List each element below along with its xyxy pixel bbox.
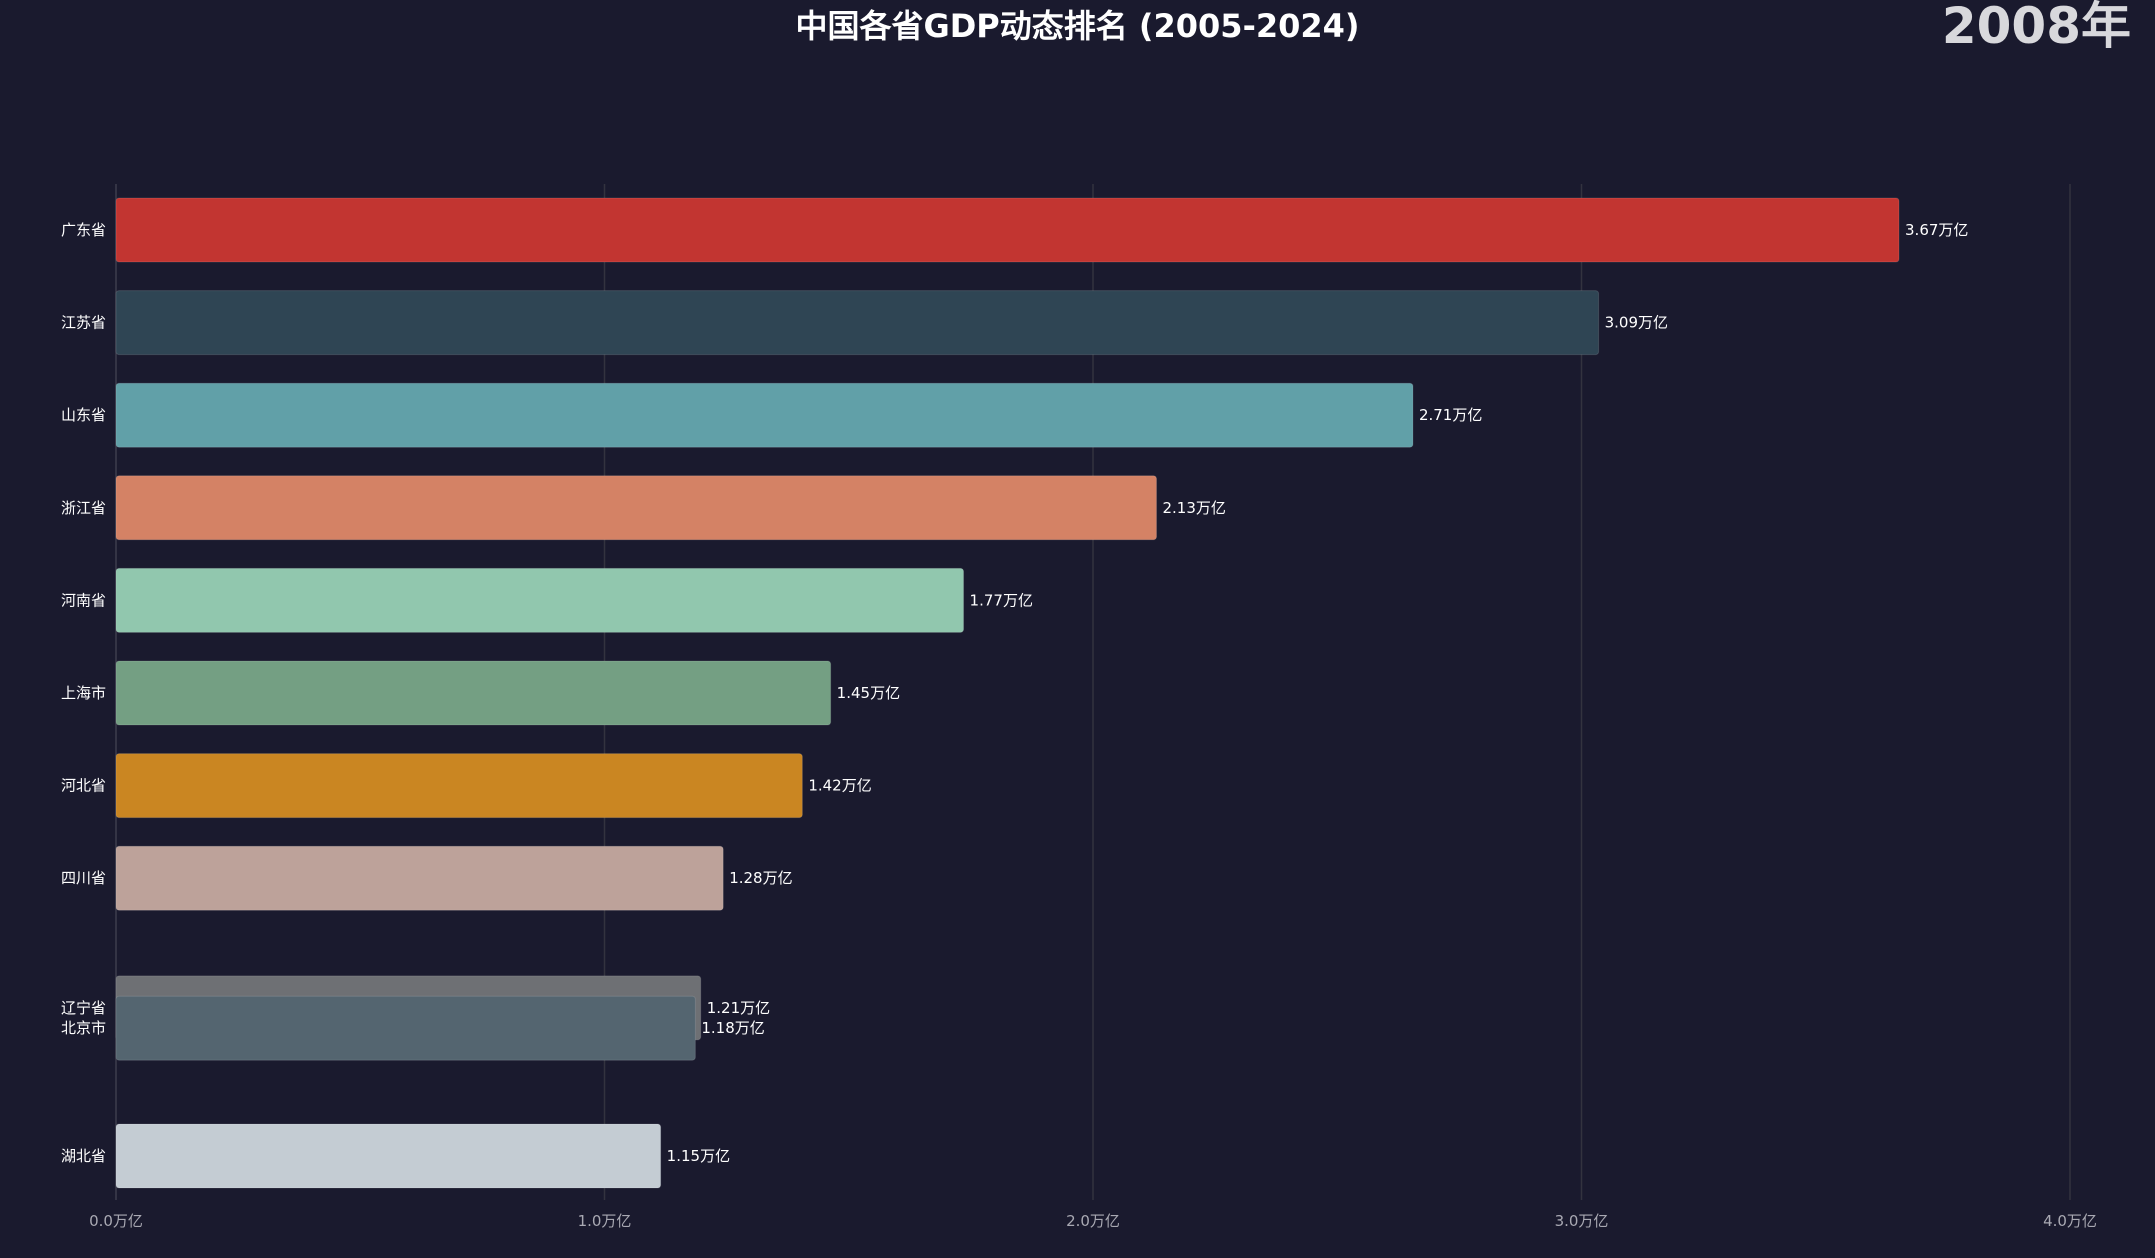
bar-山东省: [115, 382, 1414, 448]
value-label-山东省: 2.71万亿: [1419, 406, 1482, 424]
value-label-江苏省: 3.09万亿: [1605, 314, 1668, 332]
bar-河北省: [115, 753, 803, 819]
x-tick-label-2: 2.0万亿: [1066, 1212, 1120, 1230]
x-tick-label-1: 1.0万亿: [578, 1212, 632, 1230]
x-tick-label-4: 4.0万亿: [2043, 1212, 2097, 1230]
bar-广东省: [115, 197, 1900, 263]
bar-河南省: [115, 567, 965, 633]
value-label-辽宁省: 1.21万亿: [707, 999, 770, 1017]
x-axis-ticks: 0.0万亿 1.0万亿 2.0万亿 3.0万亿 4.0万亿: [89, 1212, 2097, 1230]
bar-四川省: [115, 845, 724, 911]
bar-北京市: [115, 995, 696, 1061]
value-label-河南省: 1.77万亿: [970, 591, 1033, 609]
x-tick-label-0: 0.0万亿: [89, 1212, 143, 1230]
value-label-北京市: 1.18万亿: [701, 1019, 764, 1037]
year-label: 2008年: [1941, 0, 2131, 55]
bar-江苏省: [115, 290, 1600, 356]
value-label-上海市: 1.45万亿: [837, 684, 900, 702]
category-label-上海市: 上海市: [61, 684, 106, 702]
value-label-四川省: 1.28万亿: [729, 869, 792, 887]
bar-湖北省: [115, 1123, 662, 1189]
category-label-河南省: 河南省: [61, 591, 106, 609]
category-label-辽宁省: 辽宁省: [61, 999, 106, 1017]
value-label-河北省: 1.42万亿: [808, 777, 871, 795]
value-label-湖北省: 1.15万亿: [667, 1147, 730, 1165]
category-label-湖北省: 湖北省: [61, 1147, 106, 1165]
x-tick-label-3: 3.0万亿: [1555, 1212, 1609, 1230]
category-label-浙江省: 浙江省: [61, 499, 106, 517]
chart-title: 中国各省GDP动态排名 (2005-2024): [795, 7, 1360, 45]
value-label-广东省: 3.67万亿: [1905, 221, 1968, 239]
category-label-山东省: 山东省: [61, 406, 106, 424]
value-labels: 3.67万亿 3.09万亿 2.71万亿 2.13万亿 1.77万亿 1.45万亿 1.42…: [667, 221, 1969, 1165]
category-label-北京市: 北京市: [61, 1019, 106, 1037]
bar-浙江省: [115, 475, 1158, 541]
category-label-河北省: 河北省: [61, 777, 106, 795]
bar-上海市: [115, 660, 832, 726]
bars-group: [115, 197, 1900, 1189]
category-label-广东省: 广东省: [61, 221, 106, 239]
value-label-浙江省: 2.13万亿: [1163, 499, 1226, 517]
category-label-江苏省: 江苏省: [61, 314, 106, 332]
category-label-四川省: 四川省: [61, 869, 106, 887]
